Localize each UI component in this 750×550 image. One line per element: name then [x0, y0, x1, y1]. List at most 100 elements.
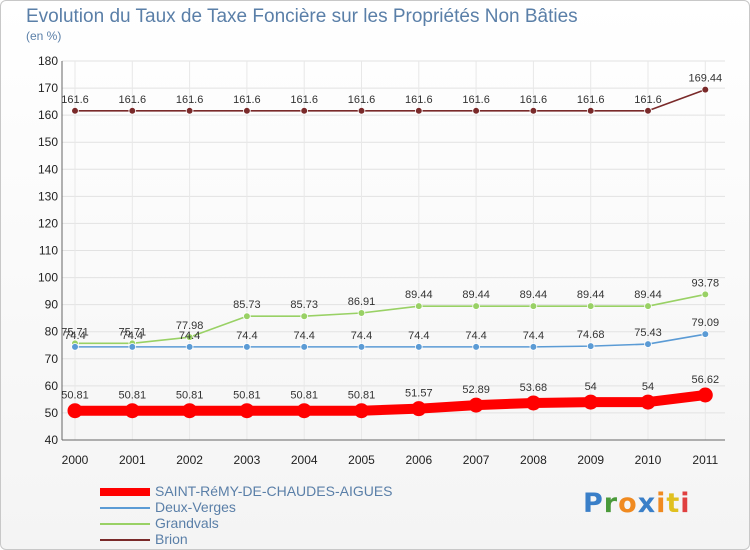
- data-point[interactable]: [701, 330, 710, 338]
- data-label: 161.6: [233, 94, 261, 106]
- legend-label: Brion: [155, 531, 188, 547]
- data-label: 50.81: [233, 390, 261, 402]
- y-tick-label: 100: [38, 271, 58, 285]
- data-point[interactable]: [529, 343, 538, 351]
- data-label: 52.89: [462, 384, 490, 396]
- legend-swatch: [100, 523, 150, 525]
- y-tick-label: 140: [38, 162, 58, 176]
- data-label: 161.6: [520, 94, 548, 106]
- data-label: 161.6: [577, 94, 605, 106]
- data-point[interactable]: [300, 107, 309, 115]
- data-label: 74.4: [351, 330, 372, 342]
- data-label: 50.81: [61, 390, 89, 402]
- x-tick-label: 2007: [463, 453, 490, 467]
- data-label: 74.4: [122, 330, 143, 342]
- data-point[interactable]: [697, 387, 713, 403]
- data-point[interactable]: [472, 302, 480, 310]
- data-label: 169.44: [688, 73, 722, 85]
- data-point[interactable]: [124, 403, 140, 419]
- legend-swatch: [100, 488, 150, 496]
- legend-swatch: [100, 539, 150, 541]
- data-point[interactable]: [586, 342, 595, 350]
- logo-letter: o: [618, 488, 638, 519]
- data-point[interactable]: [529, 107, 538, 115]
- data-point[interactable]: [357, 107, 366, 115]
- data-label: 75.43: [634, 327, 662, 339]
- data-point[interactable]: [472, 107, 480, 115]
- data-point[interactable]: [411, 401, 427, 417]
- logo-letter: P: [583, 488, 604, 519]
- data-point[interactable]: [357, 309, 366, 317]
- y-axis-unit: (en %): [26, 29, 62, 43]
- data-point[interactable]: [357, 343, 366, 351]
- data-point[interactable]: [185, 333, 194, 341]
- data-label: 161.6: [405, 94, 433, 106]
- data-point[interactable]: [644, 340, 652, 348]
- data-point[interactable]: [414, 107, 423, 115]
- data-point[interactable]: [185, 107, 194, 115]
- data-label: 74.4: [465, 330, 486, 342]
- data-point[interactable]: [354, 403, 369, 419]
- data-point[interactable]: [586, 302, 595, 310]
- data-point[interactable]: [414, 343, 423, 351]
- data-label: 50.81: [176, 390, 204, 402]
- x-tick-label: 2005: [348, 453, 375, 467]
- data-point[interactable]: [300, 312, 309, 321]
- data-point[interactable]: [239, 403, 255, 419]
- data-point[interactable]: [701, 290, 710, 299]
- data-label: 161.6: [61, 94, 89, 106]
- data-label: 89.44: [634, 289, 662, 301]
- data-label: 74.4: [408, 330, 429, 342]
- data-point[interactable]: [71, 343, 79, 351]
- data-point[interactable]: [296, 403, 312, 419]
- data-point[interactable]: [243, 107, 251, 115]
- data-label: 54: [585, 381, 597, 393]
- x-tick-label: 2003: [234, 453, 261, 467]
- data-point[interactable]: [185, 343, 194, 351]
- legend-swatch: [100, 507, 150, 509]
- data-point[interactable]: [128, 343, 137, 351]
- data-point[interactable]: [583, 394, 599, 410]
- data-point[interactable]: [586, 107, 595, 115]
- data-label: 161.6: [290, 94, 318, 106]
- legend-item[interactable]: SAINT-RéMY-DE-CHAUDES-AIGUES: [100, 483, 500, 500]
- data-label: 75.71: [119, 326, 147, 338]
- data-point[interactable]: [468, 397, 484, 413]
- data-label: 53.68: [520, 382, 548, 394]
- data-point[interactable]: [300, 343, 309, 351]
- data-point[interactable]: [701, 85, 710, 94]
- legend-item[interactable]: Brion: [100, 531, 500, 548]
- legend-label: Grandvals: [155, 515, 219, 531]
- data-point[interactable]: [67, 403, 83, 419]
- x-tick-label: 2006: [405, 453, 432, 467]
- chart-title: Evolution du Taux de Taxe Foncière sur l…: [26, 6, 578, 27]
- data-label: 50.81: [119, 390, 147, 402]
- data-label: 85.73: [233, 299, 261, 311]
- data-point[interactable]: [644, 302, 652, 310]
- data-point[interactable]: [644, 107, 652, 115]
- data-label: 161.6: [119, 94, 147, 106]
- data-point[interactable]: [71, 107, 79, 115]
- data-point[interactable]: [414, 302, 423, 310]
- logo-letter: i: [680, 488, 691, 519]
- legend-item[interactable]: Grandvals: [100, 515, 500, 532]
- data-point[interactable]: [243, 343, 251, 351]
- data-point[interactable]: [525, 395, 541, 411]
- logo-letter: i: [656, 488, 667, 519]
- data-label: 161.6: [176, 94, 204, 106]
- proxiti-logo[interactable]: Proxiti: [583, 488, 691, 519]
- data-label: 89.44: [462, 289, 490, 301]
- data-label: 161.6: [348, 94, 376, 106]
- data-point[interactable]: [640, 394, 656, 410]
- data-point[interactable]: [128, 107, 137, 115]
- data-point[interactable]: [243, 312, 251, 321]
- data-label: 56.62: [692, 374, 720, 386]
- legend-item[interactable]: Deux-Verges: [100, 499, 500, 516]
- series-line: [74, 293, 707, 345]
- data-point[interactable]: [182, 403, 198, 419]
- chart-legend: SAINT-RéMY-DE-CHAUDES-AIGUES Deux-Verges…: [100, 483, 500, 548]
- logo-letter: t: [666, 488, 681, 519]
- data-point[interactable]: [472, 343, 480, 351]
- data-point[interactable]: [529, 302, 538, 310]
